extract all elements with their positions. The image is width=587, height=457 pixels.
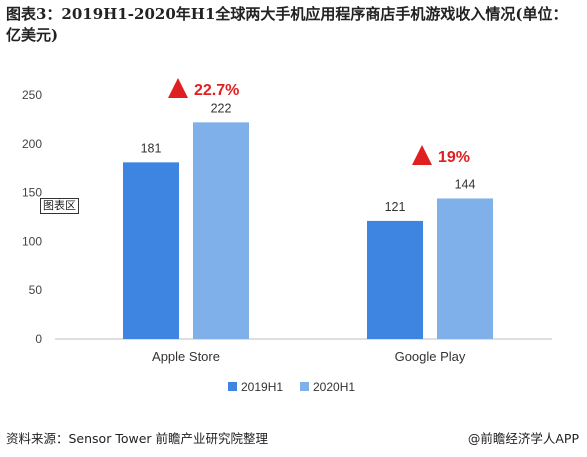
chart-title: 图表3：2019H1-2020年H1全球两大手机应用程序商店手机游戏收入情况(单…	[6, 5, 568, 44]
legend-swatch	[300, 382, 309, 391]
chart-area-label: 图表区	[40, 198, 79, 214]
data-label: 181	[141, 141, 162, 155]
bar-2019H1-google-play	[367, 220, 423, 339]
y-tick-label: 150	[22, 186, 42, 200]
growth-triangle-icon	[412, 145, 432, 165]
data-label: 222	[211, 101, 232, 115]
data-label: 144	[455, 177, 476, 191]
bar-2019H1-apple-store	[123, 162, 179, 339]
legend-swatch	[228, 382, 237, 391]
bar-2020H1-google-play	[437, 198, 493, 339]
y-tick-label: 100	[22, 234, 42, 248]
y-tick-label: 50	[29, 283, 43, 297]
legend-label: 2020H1	[313, 380, 355, 394]
legend-label: 2019H1	[241, 380, 283, 394]
growth-triangle-icon	[168, 78, 188, 98]
bar-2020H1-apple-store	[193, 122, 249, 339]
growth-label: 22.7%	[194, 82, 239, 99]
x-tick-label: Apple Store	[152, 349, 220, 364]
x-tick-label: Google Play	[395, 349, 466, 364]
growth-label: 19%	[438, 149, 470, 166]
y-tick-label: 0	[35, 332, 42, 346]
y-tick-label: 200	[22, 137, 42, 151]
brand-credit: @前瞻经济学人APP	[467, 431, 579, 446]
data-label: 121	[385, 200, 406, 214]
y-tick-label: 250	[22, 88, 42, 102]
source-note: 资料来源：Sensor Tower 前瞻产业研究院整理	[6, 431, 269, 446]
